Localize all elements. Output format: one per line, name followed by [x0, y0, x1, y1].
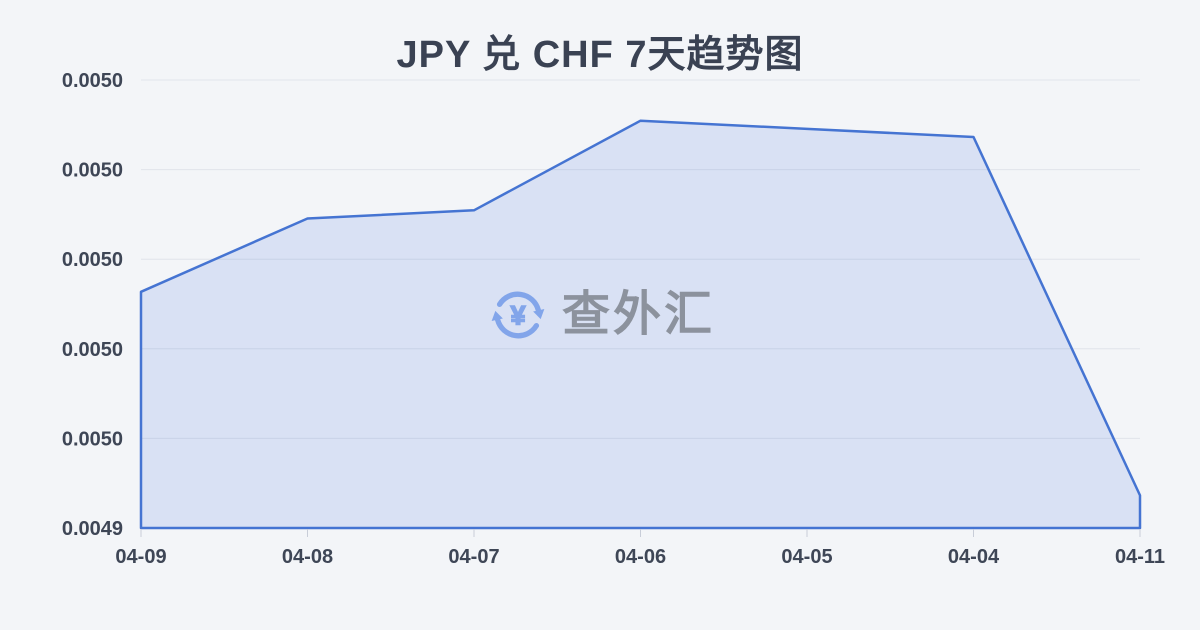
x-axis-tick-label: 04-05 — [781, 546, 832, 568]
y-axis-tick-label: 0.0049 — [62, 518, 123, 540]
watermark: ¥ 查外汇 — [487, 284, 715, 346]
x-axis-tick-label: 04-07 — [448, 546, 499, 568]
chart-title: JPY 兑 CHF 7天趋势图 — [396, 34, 804, 76]
yen-symbol: ¥ — [510, 300, 525, 331]
x-axis-tick-label: 04-04 — [948, 546, 1000, 568]
exchange-arrow-top — [496, 291, 542, 313]
watermark-text: 查外汇 — [562, 288, 716, 341]
x-axis-tick-label: 04-09 — [115, 546, 166, 568]
y-axis-tick-label: 0.0050 — [62, 160, 123, 182]
exchange-arrowhead-left — [491, 310, 503, 322]
y-axis-tick-label: 0.0050 — [62, 70, 123, 92]
x-axis-tick-label: 04-08 — [282, 546, 333, 568]
currency-exchange-icon: ¥ — [491, 291, 545, 339]
x-axis-tick-label: 04-11 — [1115, 546, 1165, 568]
exchange-arrow-bottom — [494, 317, 540, 339]
exchange-arrowhead-right — [533, 308, 545, 320]
y-axis-tick-label: 0.0050 — [62, 428, 123, 450]
x-axis-tick-label: 04-06 — [615, 546, 666, 568]
trend-line — [139, 119, 1142, 530]
y-axis-tick-label: 0.0050 — [62, 339, 123, 361]
y-axis-tick-label: 0.0050 — [62, 249, 123, 271]
area-fill — [141, 120, 1140, 528]
